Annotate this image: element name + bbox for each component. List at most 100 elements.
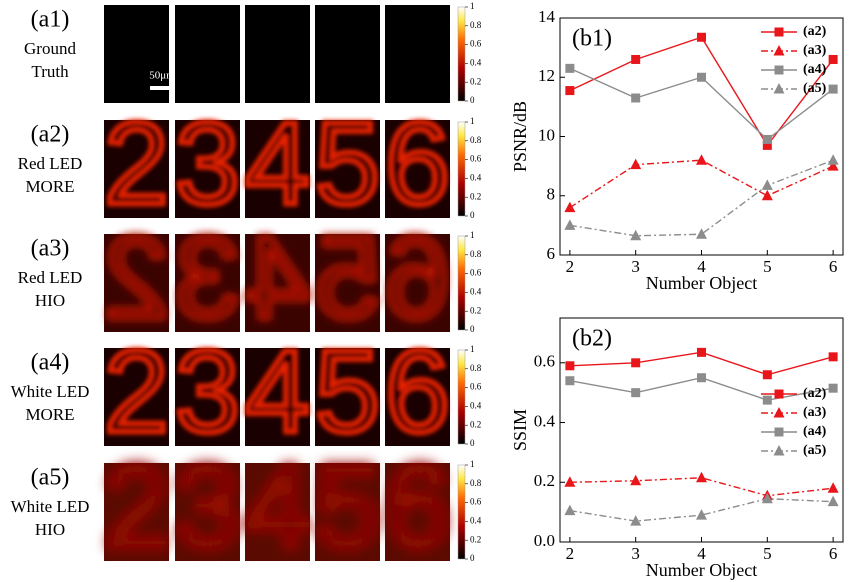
legend-label: (a3) bbox=[803, 43, 827, 58]
digit-image: 6 bbox=[385, 441, 451, 573]
data-point bbox=[696, 228, 707, 239]
data-point bbox=[763, 396, 772, 405]
legend-marker bbox=[775, 428, 784, 437]
panel-id: (a3) bbox=[31, 236, 70, 262]
x-tick-label: 6 bbox=[829, 544, 838, 563]
panel-caption: Truth bbox=[31, 62, 69, 81]
series-line bbox=[570, 37, 833, 145]
digit-group: 5 bbox=[315, 441, 381, 573]
digit-group: 4 bbox=[245, 441, 311, 573]
digit-group: 6 bbox=[385, 212, 451, 344]
digit-group: 2 bbox=[104, 326, 170, 458]
panel-caption: Red LED bbox=[18, 268, 83, 287]
data-point bbox=[630, 475, 641, 486]
panel-id: (a2) bbox=[31, 122, 70, 148]
digit-group: 5 bbox=[315, 212, 381, 344]
panel-id: (a5) bbox=[31, 465, 70, 491]
data-point bbox=[696, 472, 707, 483]
data-point bbox=[763, 135, 772, 144]
legend-label: (a5) bbox=[803, 443, 827, 458]
digit-group: 2 bbox=[104, 441, 170, 573]
data-point bbox=[565, 361, 574, 370]
digit-image: 4 bbox=[245, 98, 311, 230]
digit-image: 5 bbox=[315, 98, 381, 230]
data-point bbox=[829, 384, 838, 393]
digit-group: 5 bbox=[315, 326, 381, 458]
digit-group: 4 bbox=[245, 98, 311, 230]
digit-image: 4 bbox=[245, 441, 311, 573]
y-tick-label: 14 bbox=[538, 7, 556, 26]
y-tick-label: 0.4 bbox=[534, 411, 556, 430]
data-point bbox=[696, 154, 707, 165]
digit-image: 5 bbox=[315, 441, 381, 573]
colorbar-tick-label: 0.8 bbox=[470, 363, 482, 373]
digit-image: 3 bbox=[175, 98, 241, 230]
colorbar-tick-label: 0 bbox=[470, 210, 475, 220]
colorbar-tick-label: 0.2 bbox=[470, 76, 481, 86]
y-tick-label: 10 bbox=[538, 125, 555, 144]
digit-image: 2 bbox=[104, 98, 170, 230]
digit-group: 3 bbox=[175, 441, 241, 573]
colorbar-tick-label: 0.8 bbox=[470, 135, 482, 145]
panel-caption: White LED bbox=[11, 382, 90, 401]
colorbar-tick-label: 0.4 bbox=[470, 57, 482, 67]
digit-image: 2 bbox=[104, 212, 170, 344]
colorbar bbox=[458, 465, 465, 559]
colorbar-tick-label: 0.2 bbox=[470, 419, 481, 429]
data-point bbox=[565, 64, 574, 73]
digit-group: 4 bbox=[245, 326, 311, 458]
digit-image: 4 bbox=[245, 212, 311, 344]
legend-label: (a2) bbox=[803, 24, 827, 39]
data-point bbox=[564, 219, 575, 230]
data-point bbox=[829, 352, 838, 361]
data-point bbox=[565, 376, 574, 385]
panel-caption: HIO bbox=[35, 291, 65, 310]
series-line bbox=[570, 160, 833, 236]
legend-marker bbox=[775, 66, 784, 75]
data-point bbox=[697, 373, 706, 382]
data-point bbox=[829, 55, 838, 64]
digit-image: 4 bbox=[245, 326, 311, 458]
y-tick-label: 6 bbox=[547, 244, 556, 263]
colorbar-tick-label: 0.6 bbox=[470, 154, 482, 164]
digit-image: 3 bbox=[175, 441, 241, 573]
colorbar-tick-label: 1 bbox=[470, 459, 475, 469]
legend-marker bbox=[775, 390, 784, 399]
digit-group: 6 bbox=[385, 441, 451, 573]
colorbar-tick-label: 0.6 bbox=[470, 497, 482, 507]
x-axis-label: Number Object bbox=[646, 560, 757, 580]
panel-caption: MORE bbox=[25, 405, 74, 424]
data-point bbox=[631, 93, 640, 102]
y-tick-label: 12 bbox=[538, 66, 555, 85]
data-point bbox=[762, 190, 773, 201]
data-point bbox=[631, 388, 640, 397]
digit-image: 6 bbox=[385, 212, 451, 344]
panel-caption: MORE bbox=[25, 177, 74, 196]
digit-image: 6 bbox=[385, 98, 451, 230]
digit-image: 6 bbox=[385, 326, 451, 458]
colorbar-tick-label: 0.8 bbox=[470, 249, 482, 259]
panel-caption: HIO bbox=[35, 520, 65, 539]
legend-marker bbox=[774, 45, 785, 56]
colorbar-tick-label: 0 bbox=[470, 95, 475, 105]
data-point bbox=[828, 496, 839, 507]
y-tick-label: 0.2 bbox=[534, 471, 555, 490]
legend-marker bbox=[774, 445, 785, 456]
colorbar-tick-label: 1 bbox=[470, 1, 475, 11]
colorbar bbox=[458, 236, 465, 330]
legend-marker bbox=[774, 407, 785, 418]
colorbar-tick-label: 1 bbox=[470, 344, 475, 354]
data-point bbox=[828, 482, 839, 493]
colorbar-tick-label: 0.6 bbox=[470, 382, 482, 392]
data-point bbox=[564, 505, 575, 516]
data-point bbox=[564, 202, 575, 213]
figure: (a1)GroundTruth2345650μm00.20.40.60.81(a… bbox=[0, 0, 849, 582]
colorbar-tick-label: 0.8 bbox=[470, 20, 482, 30]
colorbar-tick-label: 0.2 bbox=[470, 305, 481, 315]
colorbar-tick-label: 0.2 bbox=[470, 534, 481, 544]
panel-caption: Ground bbox=[24, 39, 76, 58]
legend-label: (a4) bbox=[803, 62, 827, 77]
data-point bbox=[697, 348, 706, 357]
digit-group: 3 bbox=[175, 212, 241, 344]
legend-marker bbox=[775, 28, 784, 37]
